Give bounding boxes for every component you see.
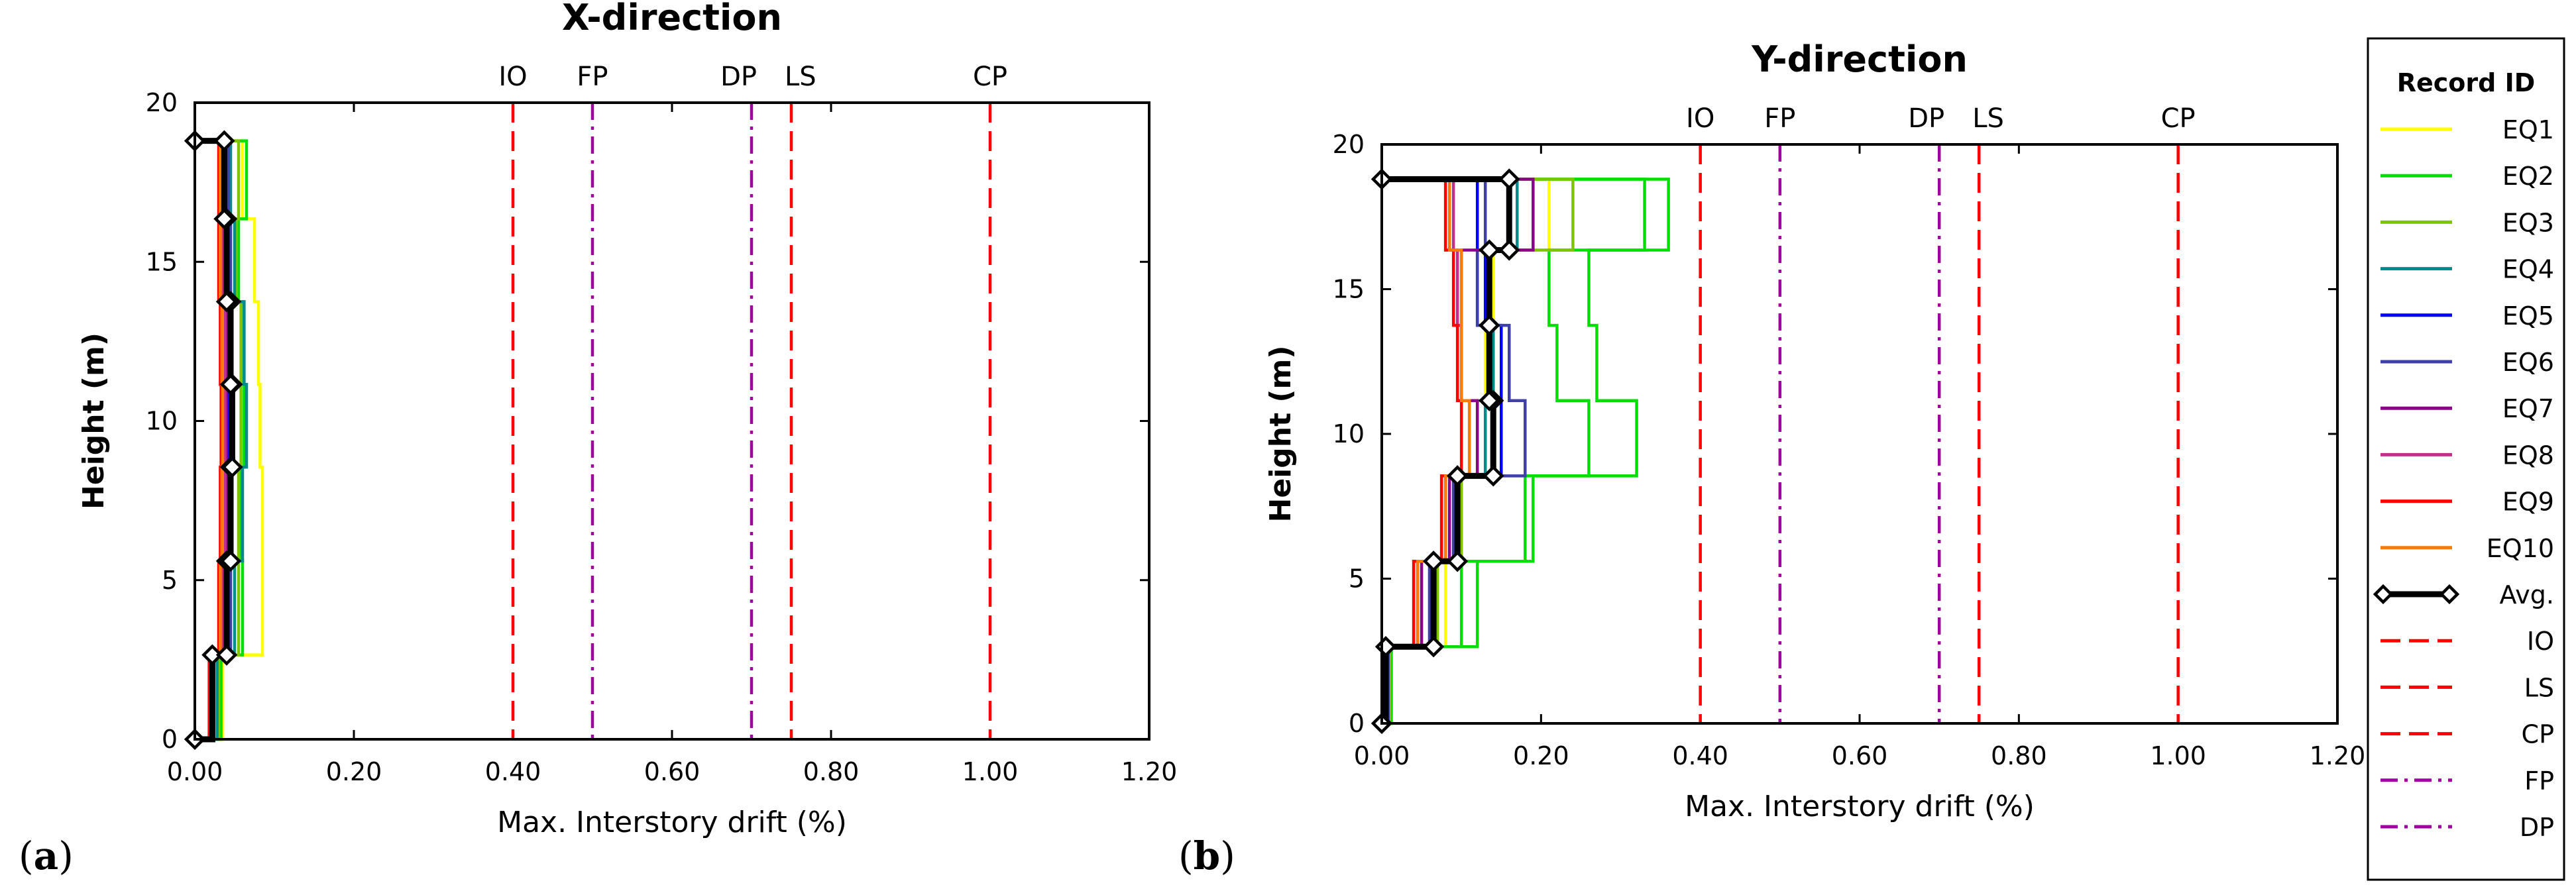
x-tick-label: 0.40: [1672, 741, 1728, 770]
avg-marker: [219, 550, 242, 572]
legend-label-avg: Avg.: [2500, 580, 2554, 609]
limit-label-io: IO: [498, 62, 527, 92]
legend-avg-marker: [2439, 584, 2460, 605]
avg-marker: [215, 644, 238, 666]
limit-label-cp: CP: [973, 62, 1007, 92]
limit-label-io: IO: [1686, 103, 1714, 134]
y-tick-label: 20: [1333, 130, 1365, 159]
avg-marker: [1479, 314, 1500, 337]
x-tick-label: 0.40: [485, 757, 541, 786]
avg-marker: [219, 374, 242, 395]
legend-label-cp: CP: [2522, 720, 2554, 749]
x-direction-chart: X-direction 0.00 0.20 0.40 0.60 0.80 1.00 1.20 0…: [77, 0, 1177, 839]
x-tick-label: 0.60: [644, 757, 700, 786]
x-tick-label: 0.60: [1832, 741, 1888, 770]
legend-label-eq7: EQ7: [2502, 394, 2554, 423]
limit-label-fp: FP: [1764, 103, 1795, 134]
avg-marker: [1422, 550, 1445, 572]
legend-frame: [2367, 37, 2565, 881]
x-tick-label: 0.00: [167, 757, 223, 786]
avg-marker: [1479, 390, 1500, 411]
limit-label-fp: FP: [577, 62, 608, 92]
avg-marker: [201, 644, 223, 666]
chart-title: X-direction: [562, 0, 782, 38]
x-tick-label: 0.80: [1991, 741, 2047, 770]
avg-marker: [1479, 239, 1500, 261]
legend-label-fp: FP: [2524, 766, 2554, 796]
x-tick-label: 0.80: [803, 757, 860, 786]
x-tick-label: 1.00: [962, 757, 1019, 786]
limit-label-dp: DP: [1908, 103, 1944, 134]
limit-label-ls: LS: [1972, 103, 2004, 134]
legend-label-eq6: EQ6: [2502, 348, 2554, 377]
y-tick-label: 15: [146, 247, 178, 276]
avg-marker: [1498, 239, 1520, 261]
legend-label-eq5: EQ5: [2502, 301, 2554, 331]
legend-avg-marker: [2373, 584, 2394, 605]
limit-label-ls: LS: [785, 62, 816, 92]
x-tick-label: 0.20: [1513, 741, 1569, 770]
y-tick-label: 20: [146, 88, 178, 117]
limit-label-dp: DP: [720, 62, 757, 92]
legend-label-eq9: EQ9: [2502, 488, 2554, 517]
x-tick-label: 0.20: [326, 757, 382, 786]
avg-marker: [1498, 168, 1520, 190]
legend-label-ls: LS: [2524, 673, 2554, 702]
y-tick-label: 5: [1349, 564, 1365, 594]
y-axis-label: Height (m): [1264, 346, 1298, 523]
y-tick-label: 0: [1349, 709, 1365, 738]
legend-label-dp: DP: [2520, 813, 2554, 842]
y-tick-label: 0: [162, 725, 178, 754]
panel-label-b: (b): [1178, 833, 1235, 878]
legend-label-io: IO: [2527, 627, 2554, 656]
legend-title: Record ID: [2397, 68, 2536, 97]
y-tick-label: 10: [1333, 419, 1365, 448]
y-tick-label: 10: [146, 407, 178, 436]
legend: Record ID EQ1 EQ2 EQ3 EQ4 EQ5 EQ6 EQ7 EQ8 EQ9 EQ1…: [2367, 37, 2565, 881]
limit-label-cp: CP: [2161, 103, 2196, 134]
avg-marker: [213, 130, 235, 152]
legend-label-eq1: EQ1: [2502, 115, 2554, 144]
panel-label-a: (a): [19, 833, 74, 878]
legend-label-eq2: EQ2: [2502, 162, 2554, 191]
plot-frame: [194, 101, 1150, 741]
legend-label-eq3: EQ3: [2502, 208, 2554, 237]
avg-marker: [215, 291, 238, 313]
x-tick-label: 0.00: [1354, 741, 1410, 770]
y-axis-label: Height (m): [77, 333, 111, 509]
plot-frame: [1380, 143, 2339, 725]
y-tick-label: 15: [1333, 275, 1365, 304]
avg-marker: [1422, 636, 1445, 658]
chart-title: Y-direction: [1751, 38, 1968, 80]
x-axis-label: Max. Interstory drift (%): [497, 806, 847, 839]
avg-marker: [1483, 465, 1504, 487]
legend-label-eq10: EQ10: [2487, 534, 2554, 563]
legend-label-eq8: EQ8: [2502, 441, 2554, 470]
x-tick-label: 1.20: [1121, 757, 1178, 786]
avg-marker: [1446, 550, 1469, 572]
x-tick-label: 1.00: [2150, 741, 2206, 770]
avg-marker: [221, 456, 243, 478]
x-tick-label: 1.20: [2310, 741, 2366, 770]
legend-label-eq4: EQ4: [2502, 255, 2554, 284]
avg-marker: [213, 208, 235, 230]
x-axis-label: Max. Interstory drift (%): [1685, 790, 2035, 823]
avg-marker: [1446, 465, 1469, 487]
y-tick-label: 5: [162, 566, 178, 595]
y-direction-chart: Y-direction 0.00 0.20 0.40 0.60 0.80 1.00 1.20 0…: [1264, 38, 2365, 823]
